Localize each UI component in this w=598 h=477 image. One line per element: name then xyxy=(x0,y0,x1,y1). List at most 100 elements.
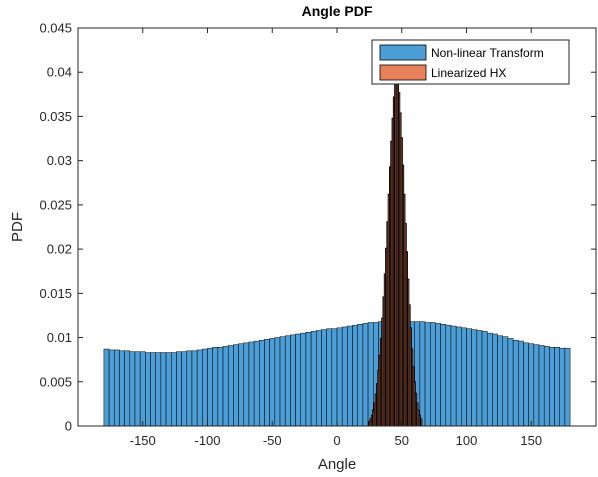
bar-non-linear-transform xyxy=(429,322,436,427)
bar-non-linear-transform xyxy=(440,324,447,427)
bar-non-linear-transform xyxy=(455,326,462,427)
bar-non-linear-transform xyxy=(554,347,560,427)
x-tick-label: -150 xyxy=(130,433,156,448)
bar-non-linear-transform xyxy=(352,324,358,427)
bar-non-linear-transform xyxy=(160,352,167,427)
bar-non-linear-transform xyxy=(196,349,203,427)
x-tick-label: -100 xyxy=(194,433,220,448)
bar-non-linear-transform xyxy=(305,331,312,427)
bar-non-linear-transform xyxy=(274,337,281,427)
bar-non-linear-transform xyxy=(502,336,509,427)
bar-non-linear-transform xyxy=(222,346,229,427)
bar-non-linear-transform xyxy=(217,347,224,427)
bar-non-linear-transform xyxy=(243,342,250,427)
bar-non-linear-transform xyxy=(170,352,177,427)
bar-linearized-hx xyxy=(420,418,423,427)
bar-non-linear-transform xyxy=(186,350,193,427)
bar-non-linear-transform xyxy=(424,322,431,427)
bar-non-linear-transform xyxy=(533,344,540,427)
x-tick-label: 0 xyxy=(333,433,340,448)
bar-non-linear-transform xyxy=(362,323,369,427)
legend[interactable]: Non-linear Transform Linearized HX xyxy=(371,39,570,85)
bar-non-linear-transform xyxy=(295,333,301,427)
bar-non-linear-transform xyxy=(419,321,426,427)
bar-non-linear-transform xyxy=(528,343,535,427)
y-tick-label: 0.035 xyxy=(39,109,72,124)
bar-non-linear-transform xyxy=(212,347,219,427)
bar-non-linear-transform xyxy=(300,332,307,427)
bar-non-linear-transform xyxy=(248,341,255,427)
bar-non-linear-transform xyxy=(481,331,488,427)
bar-non-linear-transform xyxy=(108,349,115,427)
bar-non-linear-transform xyxy=(549,347,555,427)
bar-non-linear-transform xyxy=(290,334,296,427)
bar-non-linear-transform xyxy=(114,349,120,427)
bar-non-linear-transform xyxy=(538,345,545,427)
bar-non-linear-transform xyxy=(165,352,172,427)
bar-non-linear-transform xyxy=(259,339,265,427)
bar-non-linear-transform xyxy=(486,332,493,427)
legend-label-linearized-hx: Linearized HX xyxy=(431,66,506,80)
x-tick-label: -50 xyxy=(263,433,282,448)
bar-non-linear-transform xyxy=(543,346,550,427)
bar-non-linear-transform xyxy=(326,328,333,427)
bar-non-linear-transform xyxy=(279,336,286,427)
bar-non-linear-transform xyxy=(331,328,338,427)
bar-non-linear-transform xyxy=(139,351,146,427)
bar-non-linear-transform xyxy=(103,348,110,427)
x-tick-label: 100 xyxy=(456,433,478,448)
bar-non-linear-transform xyxy=(518,340,524,427)
bar-non-linear-transform xyxy=(450,325,457,427)
bar-non-linear-transform xyxy=(233,344,239,427)
x-axis-title: Angle xyxy=(318,456,356,473)
y-tick-label: 0.045 xyxy=(39,21,72,36)
bar-non-linear-transform xyxy=(435,323,441,427)
y-tick-label: 0.03 xyxy=(47,153,72,168)
bar-non-linear-transform xyxy=(321,329,327,427)
bar-non-linear-transform xyxy=(466,328,472,427)
bar-non-linear-transform xyxy=(559,347,566,427)
legend-swatch-linearized-hx xyxy=(379,64,427,81)
bar-non-linear-transform xyxy=(445,324,452,427)
y-axis-title: PDF xyxy=(9,212,26,242)
bar-non-linear-transform xyxy=(264,339,270,427)
bar-non-linear-transform xyxy=(191,350,198,427)
bar-non-linear-transform xyxy=(207,347,213,427)
bar-non-linear-transform xyxy=(202,348,208,427)
bar-non-linear-transform xyxy=(507,338,514,427)
bar-non-linear-transform xyxy=(176,351,182,427)
y-tick-label: 0.04 xyxy=(47,65,72,80)
y-axis: 0 0.005 0.01 0.015 0.02 0.025 0.03 0.035 0.04 0.0… xyxy=(39,21,596,434)
bar-non-linear-transform xyxy=(492,333,498,427)
bar-non-linear-transform xyxy=(119,350,125,427)
y-tick-label: 0.02 xyxy=(47,242,72,257)
bar-non-linear-transform xyxy=(347,325,353,427)
bar-non-linear-transform xyxy=(155,352,162,427)
bar-non-linear-transform xyxy=(124,350,131,427)
bar-non-linear-transform xyxy=(523,342,529,427)
bar-non-linear-transform xyxy=(564,347,571,427)
bar-non-linear-transform xyxy=(269,338,276,427)
bar-non-linear-transform xyxy=(253,340,260,427)
legend-label-non-linear-transform: Non-linear Transform xyxy=(431,46,544,60)
bar-non-linear-transform xyxy=(310,331,317,427)
y-tick-label: 0.005 xyxy=(39,374,72,389)
bar-non-linear-transform xyxy=(471,329,478,427)
bar-non-linear-transform xyxy=(150,352,156,427)
chart-title: Angle PDF xyxy=(302,3,373,19)
bar-non-linear-transform xyxy=(497,335,504,427)
bar-non-linear-transform xyxy=(284,335,291,427)
bar-non-linear-transform xyxy=(341,326,348,427)
y-tick-label: 0.025 xyxy=(39,197,72,212)
y-tick-label: 0.015 xyxy=(39,286,72,301)
legend-swatch-non-linear-transform xyxy=(379,44,427,61)
bar-non-linear-transform xyxy=(316,330,322,427)
x-tick-label: 50 xyxy=(395,433,409,448)
y-tick-label: 0.01 xyxy=(47,330,72,345)
bar-non-linear-transform xyxy=(227,345,234,427)
bar-non-linear-transform xyxy=(134,351,141,427)
x-tick-label: 150 xyxy=(520,433,542,448)
bar-non-linear-transform xyxy=(336,327,343,427)
x-axis: -150 -100 -50 0 50 100 150 xyxy=(130,28,542,448)
